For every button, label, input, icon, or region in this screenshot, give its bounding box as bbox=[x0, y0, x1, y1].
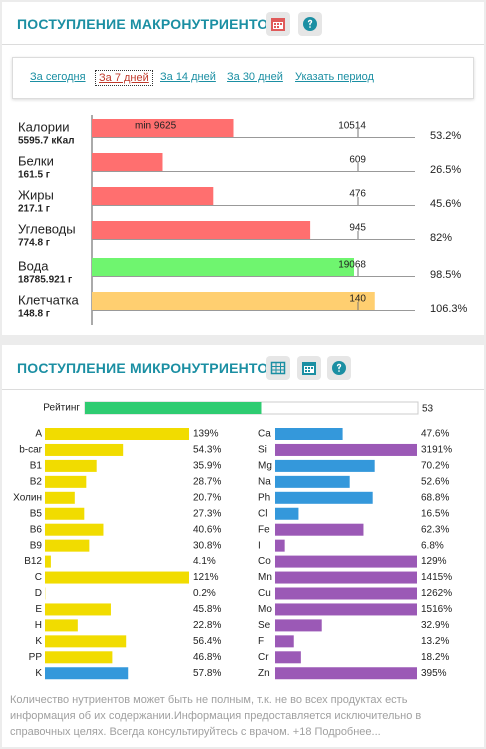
calendar-button[interactable] bbox=[297, 356, 321, 380]
help-icon bbox=[303, 17, 317, 31]
disclaimer: Количество нутриентов может быть не полн… bbox=[10, 692, 465, 740]
period-tab[interactable]: За 14 дней bbox=[160, 71, 216, 83]
table-icon bbox=[270, 361, 286, 375]
period-tab[interactable]: За 7 дней bbox=[95, 70, 153, 86]
period-tab[interactable]: За сегодня bbox=[30, 71, 86, 83]
macro-panel: ПОСТУПЛЕНИЕ МАКРОНУТРИЕНТОВ За сегодня За… bbox=[2, 2, 484, 335]
calendar-icon bbox=[302, 362, 316, 375]
period-tab[interactable]: За 30 дней bbox=[227, 71, 283, 83]
panel-title: ПОСТУПЛЕНИЕ МИКРОНУТРИЕНТОВ bbox=[17, 360, 279, 376]
table-button[interactable] bbox=[266, 356, 290, 380]
calendar-icon bbox=[271, 18, 285, 31]
divider bbox=[2, 389, 484, 390]
divider bbox=[2, 44, 484, 45]
panel-title: ПОСТУПЛЕНИЕ МАКРОНУТРИЕНТОВ bbox=[17, 16, 279, 32]
period-tab[interactable]: Указать период bbox=[295, 71, 374, 83]
calendar-button[interactable] bbox=[266, 12, 290, 36]
help-button[interactable] bbox=[327, 356, 351, 380]
period-tabs: За сегодня За 7 дней За 14 дней За 30 дней У… bbox=[12, 57, 474, 99]
micro-panel: ПОСТУПЛЕНИЕ МИКРОНУТРИЕНТОВ bbox=[2, 345, 484, 747]
more-link[interactable]: Подробнее... bbox=[314, 726, 381, 738]
disclaimer-text: Количество нутриентов может быть не полн… bbox=[10, 694, 422, 738]
help-icon bbox=[332, 361, 346, 375]
help-button[interactable] bbox=[298, 12, 322, 36]
